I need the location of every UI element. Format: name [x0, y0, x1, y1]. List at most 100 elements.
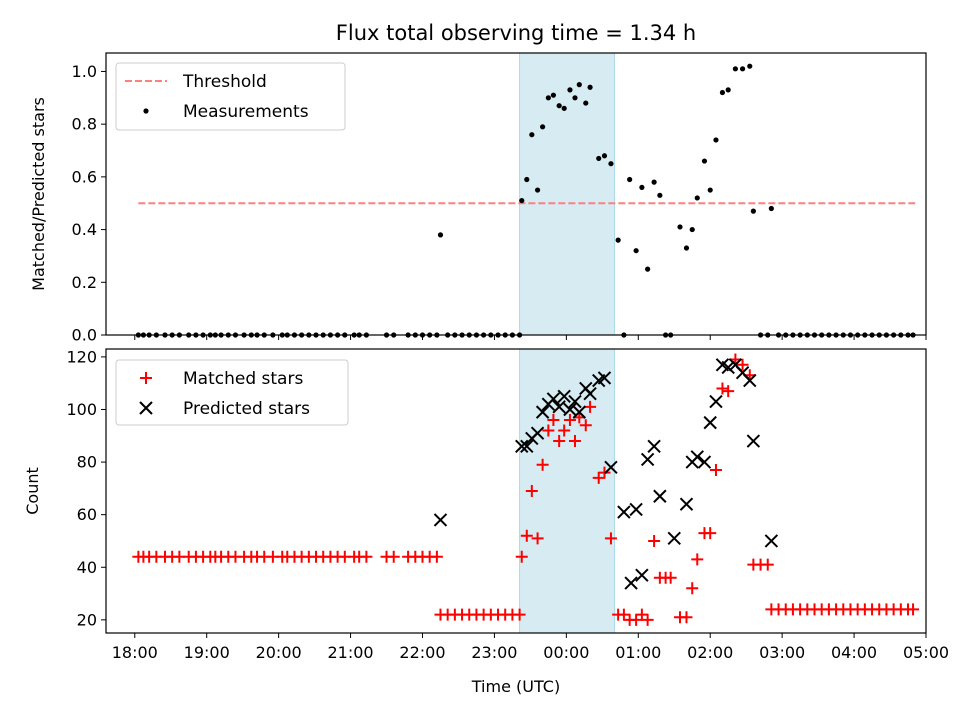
bottom-series-0-point [387, 550, 400, 563]
bottom-series-0-point [536, 458, 549, 471]
x-tick-label: 02:00 [687, 643, 733, 662]
bottom-series-1-point [679, 497, 694, 511]
bottom-series-1-point [629, 502, 643, 517]
bottom-series-1-point [568, 394, 582, 409]
x-tick-label: 22:00 [399, 643, 445, 662]
bottom-series-0-point [641, 613, 654, 626]
top-series-0-point [701, 158, 708, 164]
top-series-0-point [713, 137, 719, 143]
top-series-0-point [587, 84, 593, 90]
legend-matched-label: Matched stars [183, 369, 303, 389]
bottom-series-1-point [746, 434, 761, 448]
top-series-0-point [768, 205, 774, 212]
legend-predicted-label: Predicted stars [183, 399, 310, 419]
top-series-0-point [645, 266, 651, 272]
bottom-series-1-point [433, 513, 448, 527]
bottom-series-1-point [667, 531, 681, 546]
bottom-series-1-point [572, 405, 587, 419]
top-series-0-point [615, 237, 621, 243]
bottom-series-0-point [635, 608, 648, 621]
top-series-0-point [739, 66, 746, 72]
bottom-series-1-point [617, 505, 631, 519]
top-series-0-point [529, 132, 535, 138]
bottom-series-0-point [542, 424, 555, 437]
bottom-series-0-point [907, 603, 920, 616]
bottom-series-0-point [630, 613, 643, 626]
top-series-0-point [683, 245, 690, 251]
top-series-0-point [540, 124, 546, 130]
top-y-tick-label: 0.6 [72, 167, 97, 186]
top-highlight-span [519, 52, 616, 336]
bottom-series-1-point [546, 392, 561, 406]
bottom-series-0-point [709, 463, 722, 476]
bottom-series-1-point [520, 439, 534, 454]
bottom-series-1-point [635, 568, 649, 582]
top-series-0-point [747, 63, 753, 69]
bottom-series-1-point [640, 452, 655, 467]
chart-title: Flux total observing time = 1.34 h [336, 21, 696, 45]
bottom-series-1-point [721, 360, 735, 375]
bottom-series-0-point [592, 471, 605, 484]
x-tick-label: 23:00 [471, 643, 517, 662]
bottom-y-tick-label: 80 [77, 453, 97, 472]
bottom-series-0-point [716, 382, 729, 395]
top-y-tick-label: 0.8 [72, 115, 97, 134]
bottom-series-0-point [430, 550, 443, 563]
bottom-panel: 20 40 60 80 100 120 18:00 19:00 20:00 21:00 22:00 2… [66, 347, 949, 662]
bottom-series-1-point [604, 460, 618, 475]
x-tick-label: 21:00 [328, 643, 374, 662]
bottom-series-0-point [558, 424, 571, 437]
top-series-0-point [567, 87, 573, 93]
x-tick-label: 18:00 [112, 643, 158, 662]
x-tick-label: 05:00 [903, 643, 949, 662]
bottom-series-0-point [568, 435, 581, 448]
legend-threshold-label: Threshold [182, 72, 267, 92]
legend-top: Threshold Measurements [115, 62, 346, 131]
bottom-series-1-point [557, 389, 571, 404]
top-series-0-point [657, 192, 663, 198]
bottom-series-0-point [761, 558, 774, 571]
bottom-series-1-point [552, 400, 566, 414]
top-series-0-point [576, 82, 582, 88]
top-series-0-point [550, 92, 557, 98]
top-series-0-point [639, 184, 645, 191]
top-series-0-point [725, 87, 731, 93]
top-series-0-point [545, 95, 551, 101]
x-tick-label: 03:00 [759, 643, 805, 662]
top-series-0-point [583, 100, 589, 106]
top-series-0-point [534, 187, 541, 193]
legend-matched-swatch [140, 372, 152, 384]
top-series-0-point [750, 208, 756, 214]
bottom-series-0-point [360, 550, 373, 563]
bottom-series-1-point [653, 489, 667, 503]
legend-measurements-label: Measurements [183, 102, 309, 122]
top-series-0-point [633, 248, 639, 254]
legend-predicted-swatch [139, 401, 153, 415]
bottom-series-0-point [680, 611, 693, 624]
bottom-series-1-point [515, 439, 529, 454]
top-y-tick-label: 0.0 [72, 326, 97, 345]
bottom-series-1-point [764, 534, 779, 548]
x-tick-label: 04:00 [831, 643, 877, 662]
bottom-series-0-point [686, 582, 699, 595]
top-series-0-point [596, 155, 602, 162]
bottom-series-0-point [553, 435, 566, 448]
bottom-series-0-point [604, 532, 617, 545]
legend-bottom-frame [115, 359, 349, 426]
bottom-y-tick-label: 20 [77, 610, 97, 629]
x-axis-label: Time (UTC) [471, 677, 560, 696]
bottom-axes-frame [105, 348, 927, 634]
bottom-y-tick-label: 40 [77, 558, 97, 577]
top-panel: 0.0 0.2 0.4 0.6 0.8 1.0 [72, 52, 927, 345]
bottom-y-axis-label: Count [23, 467, 42, 515]
bottom-series-0-point [722, 385, 735, 398]
bottom-series-0-point [515, 550, 528, 563]
top-series-0-point [707, 187, 713, 193]
x-tick-label: 00:00 [543, 643, 589, 662]
bottom-series-1-point [597, 371, 612, 385]
bottom-series-1-point [647, 439, 661, 454]
top-series-0-point [572, 95, 578, 101]
top-series-0-point [561, 105, 567, 111]
bottom-series-0-point [531, 532, 544, 545]
top-series-0-point [524, 176, 530, 183]
